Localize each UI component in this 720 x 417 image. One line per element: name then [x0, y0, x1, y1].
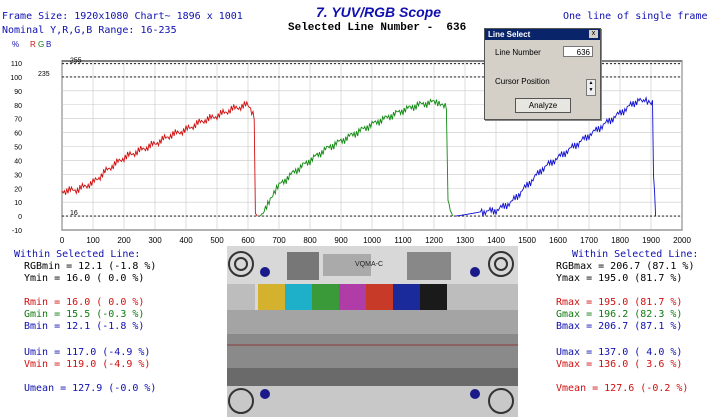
y-tick-label: 70	[14, 117, 22, 124]
line-number-label: Line Number	[495, 48, 541, 57]
legend-r: R	[30, 40, 36, 49]
right-stats-heading: Within Selected Line:	[572, 249, 699, 260]
cursor-position-spinner[interactable]: ▲ ▼	[586, 79, 596, 96]
y-tick-label: 100	[10, 75, 22, 82]
x-tick-label: 1400	[487, 236, 505, 245]
analyze-button[interactable]: Analyze	[515, 98, 571, 113]
x-tick-label: 1900	[642, 236, 660, 245]
legend-b: B	[46, 40, 52, 49]
x-tick-label: 900	[334, 236, 348, 245]
x-tick-label: 800	[303, 236, 317, 245]
line-number-input[interactable]: 636	[563, 46, 593, 57]
ymin-value: Ymin = 16.0 ( 0.0 %)	[24, 273, 145, 284]
rmin-value: Rmin = 16.0 ( 0.0 %)	[24, 297, 145, 308]
vmin-value: Vmin = 119.0 (-4.9 %)	[24, 359, 151, 370]
x-tick-label: 1300	[456, 236, 474, 245]
y-tick-label: 80	[14, 103, 22, 110]
code-label-16: 16	[70, 210, 78, 217]
x-tick-label: 200	[117, 236, 131, 245]
bmin-value: Bmin = 12.1 (-1.8 %)	[24, 321, 145, 332]
frame-size-label: Frame Size: 1920x1080 Chart~ 1896 x 1001	[2, 11, 243, 22]
line-select-dialog: Line Select x Line Number 636 Cursor Pos…	[484, 28, 601, 120]
selected-line-label: Selected Line Number - 636	[288, 22, 467, 34]
legend-g: G	[38, 40, 45, 49]
x-tick-label: 2000	[673, 236, 691, 245]
vmean-value: Vmean = 127.6 (-0.2 %)	[556, 383, 689, 394]
page-title: 7. YUV/RGB Scope	[316, 4, 442, 20]
y-tick-label: 30	[14, 172, 22, 179]
scope-chart: 0 100 200 300 400 500 600 700 800 900 1000 1100 1200…	[10, 58, 691, 245]
y-tick-label: 20	[14, 186, 22, 193]
y-tick-label: 90	[14, 89, 22, 96]
x-tick-label: 1200	[425, 236, 443, 245]
x-tick-label: 1000	[363, 236, 381, 245]
series-line-0	[61, 100, 258, 217]
mode-label: One line of single frame	[563, 11, 708, 22]
nominal-range-label: Nominal Y,R,G,B Range: 16-235	[2, 25, 177, 36]
rgbmax-value: RGBmax = 206.7 (87.1 %)	[556, 261, 695, 272]
x-tick-label: 1800	[611, 236, 629, 245]
percent-axis-label: %	[12, 40, 20, 49]
x-tick-label: 1500	[518, 236, 536, 245]
dialog-title: Line Select	[485, 29, 600, 40]
gmin-value: Gmin = 15.5 (-0.3 %)	[24, 309, 145, 320]
y-tick-label: 40	[14, 158, 22, 165]
rgbmin-value: RGBmin = 12.1 (-1.8 %)	[24, 261, 157, 272]
series-line-2	[455, 96, 657, 217]
code-label-255: 255	[70, 58, 82, 65]
gmax-value: Gmax = 196.2 (82.3 %)	[556, 309, 683, 320]
x-tick-label: 1600	[549, 236, 567, 245]
x-tick-label: 100	[86, 236, 100, 245]
series-line-1	[260, 98, 454, 217]
cursor-position-label: Cursor Position	[495, 77, 550, 86]
vmax-value: Vmax = 136.0 ( 3.6 %)	[556, 359, 683, 370]
test-chart-image: VQMA-C	[227, 246, 518, 417]
x-tick-label: 400	[179, 236, 193, 245]
y-tick-label: -10	[12, 228, 22, 235]
close-button[interactable]: x	[589, 30, 598, 38]
rmax-value: Rmax = 195.0 (81.7 %)	[556, 297, 683, 308]
x-tick-label: 1100	[394, 236, 412, 245]
ymax-value: Ymax = 195.0 (81.7 %)	[556, 273, 683, 284]
x-tick-label: 300	[148, 236, 162, 245]
left-stats-heading: Within Selected Line:	[14, 249, 141, 260]
umean-value: Umean = 127.9 (-0.0 %)	[24, 383, 157, 394]
bmax-value: Bmax = 206.7 (87.1 %)	[556, 321, 683, 332]
x-tick-label: 1700	[580, 236, 598, 245]
y-tick-label: 60	[14, 131, 22, 138]
y-tick-label: 0	[18, 214, 22, 221]
y-tick-label: 10	[14, 200, 22, 207]
x-tick-label: 500	[210, 236, 224, 245]
x-tick-label: 700	[272, 236, 286, 245]
y-tick-label: 110	[11, 61, 22, 68]
x-tick-label: 600	[241, 236, 255, 245]
umax-value: Umax = 137.0 ( 4.0 %)	[556, 347, 683, 358]
x-tick-label: 0	[60, 236, 65, 245]
code-label-235: 235	[38, 71, 50, 78]
svg-text:VQMA-C: VQMA-C	[355, 261, 383, 268]
y-tick-label: 50	[14, 145, 22, 152]
umin-value: Umin = 117.0 (-4.9 %)	[24, 347, 151, 358]
